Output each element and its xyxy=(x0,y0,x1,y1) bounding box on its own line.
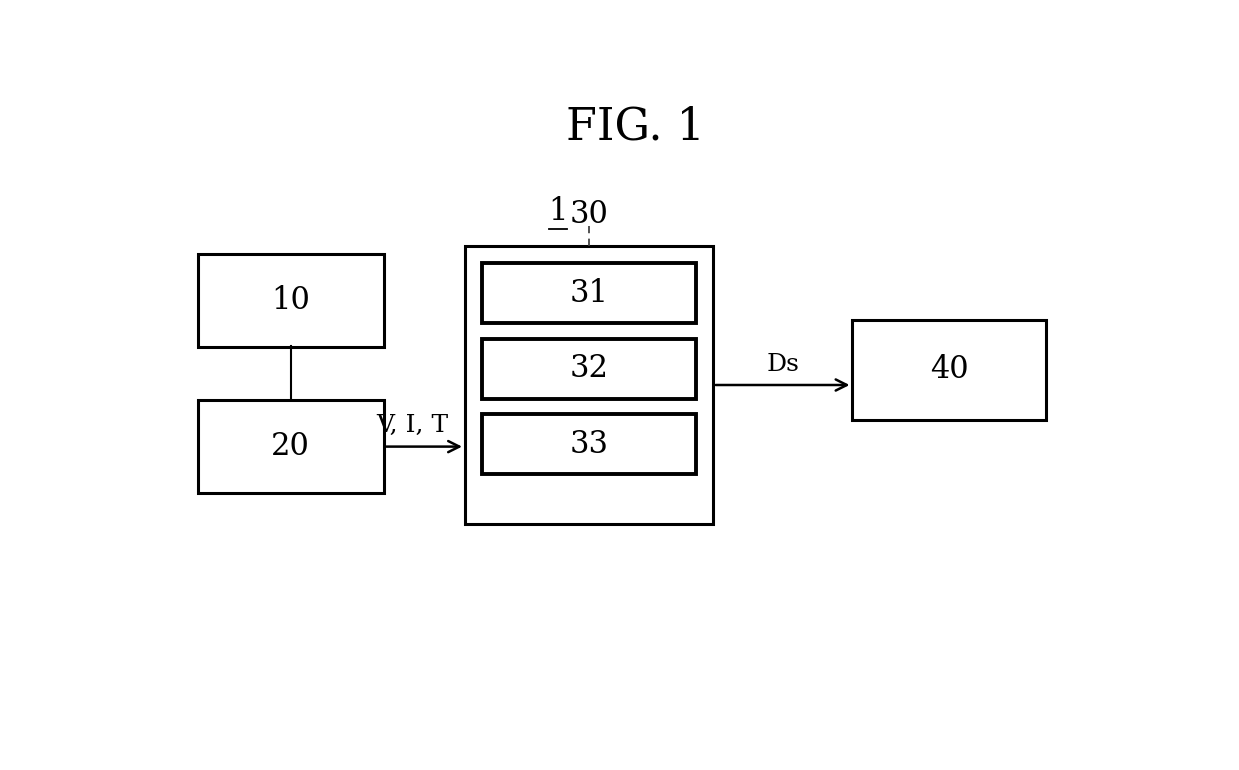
Bar xyxy=(482,414,696,474)
Text: FIG. 1: FIG. 1 xyxy=(566,105,705,149)
Text: V, I, T: V, I, T xyxy=(377,414,449,437)
Text: 33: 33 xyxy=(570,429,608,460)
Bar xyxy=(482,263,696,323)
Text: 20: 20 xyxy=(271,431,310,462)
Text: 1: 1 xyxy=(548,196,567,227)
Text: Ds: Ds xyxy=(766,353,799,376)
Bar xyxy=(197,254,384,346)
Text: 40: 40 xyxy=(930,354,969,385)
Text: 31: 31 xyxy=(570,278,608,309)
Text: 30: 30 xyxy=(570,199,608,229)
Bar xyxy=(197,400,384,493)
Text: 10: 10 xyxy=(271,285,310,316)
Bar xyxy=(482,339,696,399)
Text: 32: 32 xyxy=(570,353,608,384)
Bar xyxy=(852,320,1046,420)
Bar xyxy=(465,246,712,524)
